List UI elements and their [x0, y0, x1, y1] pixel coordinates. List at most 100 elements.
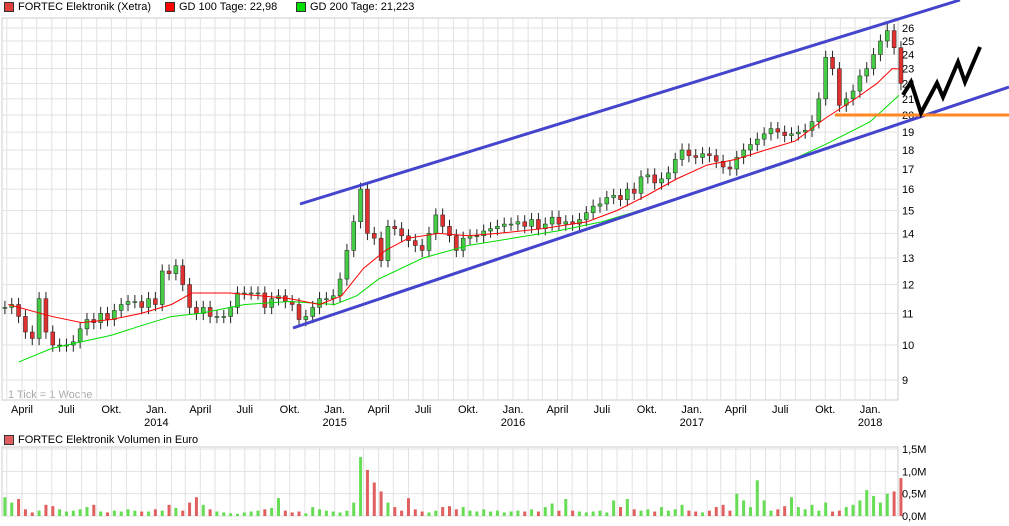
candle: [714, 155, 719, 162]
volume-bar: [776, 509, 780, 516]
volume-bar: [687, 510, 691, 516]
candle: [522, 221, 527, 227]
candle: [659, 178, 664, 184]
volume-bar: [707, 510, 711, 516]
volume-bar: [810, 504, 814, 516]
volume-bar: [331, 511, 335, 516]
volume-bar: [304, 513, 308, 516]
volume-bar: [406, 498, 410, 516]
volume-bar: [30, 512, 34, 516]
candle: [878, 40, 883, 55]
volume-bar: [99, 511, 103, 516]
x-tick-label: Juli: [772, 404, 789, 416]
volume-bar: [646, 509, 650, 516]
candle: [413, 240, 418, 246]
candle: [365, 188, 370, 234]
volume-bar: [516, 510, 520, 516]
volume-bar: [386, 502, 390, 516]
volume-bar: [283, 510, 287, 516]
candle: [159, 270, 165, 305]
volume-bar: [728, 510, 732, 516]
y-tick-label: 25: [902, 36, 914, 48]
candle: [549, 216, 555, 225]
candle: [672, 159, 678, 174]
volume-bar: [365, 469, 369, 516]
candle: [727, 166, 733, 170]
volume-bar: [564, 499, 568, 516]
volume-y-tick-label: 0,0M: [902, 511, 926, 523]
volume-bar: [509, 511, 513, 516]
y-tick-label: 24: [902, 50, 914, 62]
volume-bar: [92, 504, 96, 516]
candle: [125, 301, 131, 305]
candle: [755, 138, 760, 145]
candle: [146, 298, 151, 308]
candle: [447, 226, 452, 237]
candle: [180, 265, 185, 285]
volume-bar: [653, 511, 657, 516]
candle: [850, 90, 856, 100]
y-tick-label: 21: [902, 94, 914, 106]
volume-bar: [208, 509, 212, 516]
candle: [399, 228, 404, 237]
volume-bar: [694, 511, 698, 516]
volume-bar: [106, 512, 109, 516]
x-tick-label: Juli: [415, 404, 432, 416]
y-tick-label: 13: [902, 253, 914, 265]
volume-bar: [448, 506, 451, 516]
volume-bar: [167, 504, 171, 516]
candle: [118, 304, 124, 311]
candle: [891, 30, 897, 48]
candle: [843, 98, 849, 106]
plot-frame: [1, 17, 899, 401]
legend-gd100: GD 100 Tage: 22,98: [165, 1, 277, 13]
x-tick-label: Juli: [237, 404, 254, 416]
candle: [823, 57, 828, 100]
legend-swatch-volume: [4, 435, 14, 445]
candle: [618, 195, 623, 200]
volume-bar: [803, 509, 807, 516]
candle: [885, 30, 890, 42]
candle: [221, 316, 227, 318]
volume-bar: [359, 457, 363, 516]
volume-bar: [427, 512, 431, 516]
candle: [734, 157, 740, 170]
volume-bar: [112, 510, 116, 516]
tick-note: 1 Tick = 1 Woche: [8, 389, 92, 401]
candle: [262, 292, 268, 308]
candle: [666, 172, 671, 180]
candle: [23, 316, 28, 333]
volume-bar: [892, 491, 896, 516]
candle: [871, 54, 876, 69]
volume-bar: [78, 509, 82, 516]
candle: [98, 313, 103, 323]
volume-bar: [639, 510, 643, 516]
volume-bar: [242, 512, 246, 516]
volume-bar: [762, 500, 766, 516]
volume-bar: [619, 507, 622, 516]
volume-bar: [235, 513, 239, 516]
x-tick-label: Jan.: [503, 404, 524, 416]
candle: [139, 301, 144, 308]
volume-bar: [482, 509, 486, 516]
y-tick-label: 12: [902, 280, 914, 292]
volume-bar: [64, 511, 68, 516]
volume-bar: [735, 493, 739, 516]
candle: [638, 176, 644, 194]
volume-bar: [577, 511, 581, 516]
x-tick-label: Jan.: [146, 404, 167, 416]
volume-bar: [817, 510, 821, 516]
volume-bar: [140, 511, 144, 516]
y-tick-label: 16: [902, 184, 914, 196]
candle: [611, 195, 616, 198]
volume-bar: [393, 507, 397, 516]
candle: [597, 203, 603, 207]
volume-y-tick-label: 0,5M: [902, 489, 926, 501]
candle: [344, 250, 350, 280]
candle: [652, 174, 657, 184]
candle: [693, 155, 698, 158]
volume-bar: [714, 507, 718, 516]
volume-bar: [434, 510, 438, 516]
candle: [214, 316, 220, 318]
candle: [577, 219, 582, 225]
